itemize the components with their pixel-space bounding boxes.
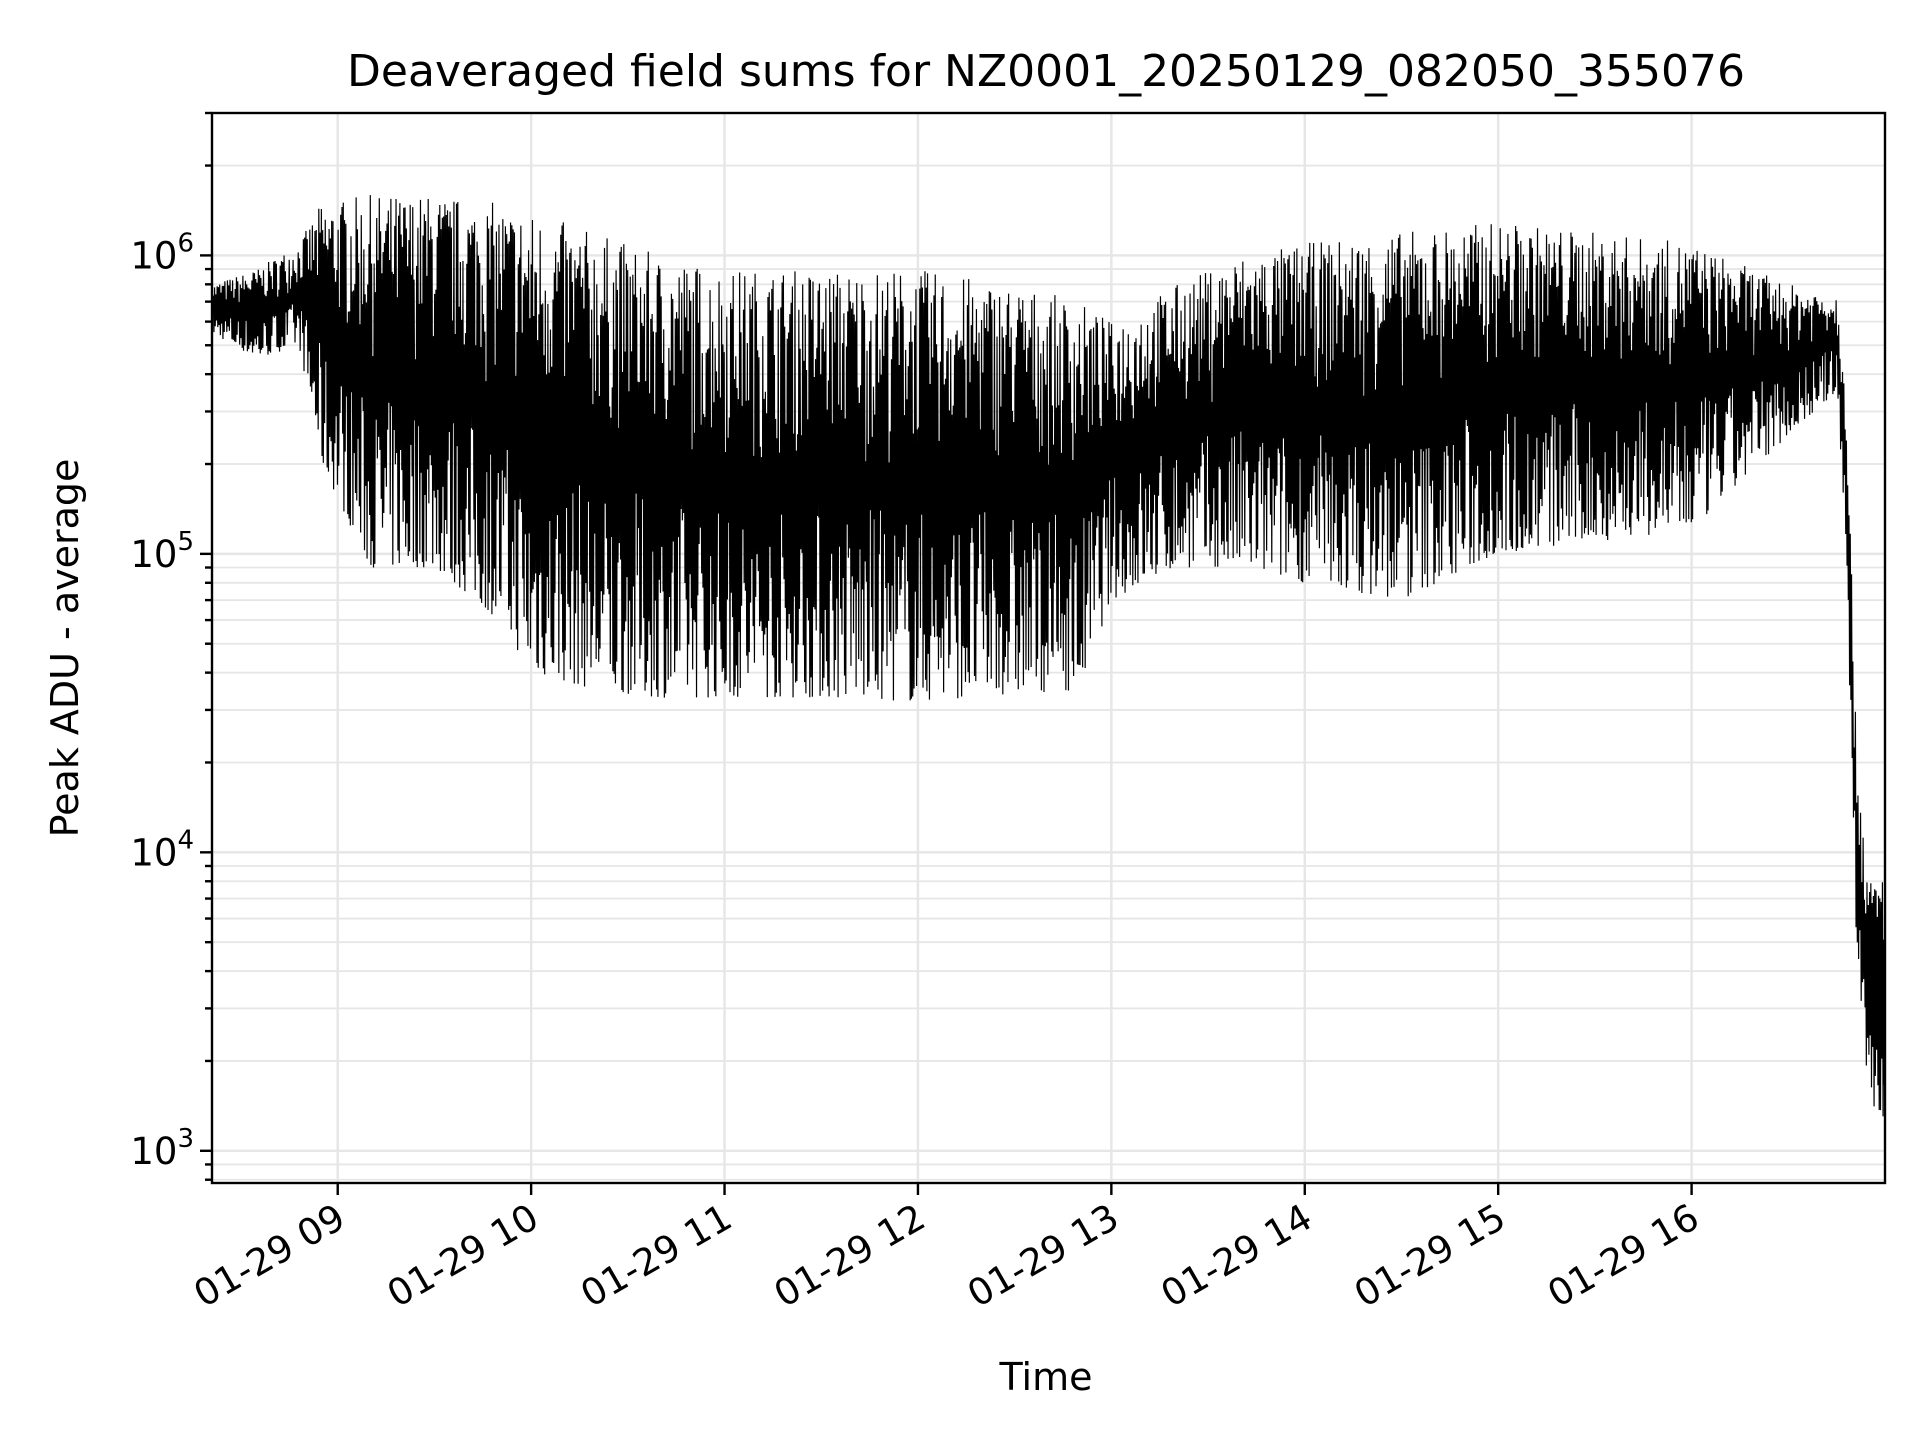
y-tick-base: 10	[130, 533, 177, 576]
y-tick-base: 10	[130, 1130, 177, 1173]
x-tick-label: 01-29 14	[1154, 1196, 1320, 1316]
x-axis-label: Time	[999, 1355, 1093, 1399]
y-tick-base: 10	[130, 234, 177, 277]
x-tick-label: 01-29 11	[573, 1196, 739, 1316]
y-tick-label: 105	[130, 527, 194, 576]
x-tick-label: 01-29 15	[1347, 1196, 1513, 1316]
x-tick-label: 01-29 12	[767, 1196, 933, 1316]
x-tick-label: 01-29 10	[380, 1196, 546, 1316]
x-tick-label: 01-29 13	[960, 1196, 1126, 1316]
chart-title: Deaveraged field sums for NZ0001_2025012…	[347, 46, 1745, 97]
y-tick-exponent: 6	[177, 228, 194, 258]
x-tick-label: 01-29 09	[187, 1196, 353, 1316]
plot-frame	[210, 111, 1887, 1185]
y-tick-exponent: 4	[177, 825, 194, 855]
y-tick-base: 10	[130, 831, 177, 874]
y-tick-label: 103	[130, 1124, 194, 1173]
y-tick-label: 106	[130, 228, 194, 277]
x-tick-label: 01-29 16	[1541, 1196, 1707, 1316]
y-tick-exponent: 5	[177, 527, 194, 557]
y-tick-label: 104	[130, 825, 194, 874]
y-tick-exponent: 3	[177, 1124, 194, 1154]
series-line	[211, 195, 1886, 1117]
y-axis-label: Peak ADU - average	[43, 459, 87, 838]
